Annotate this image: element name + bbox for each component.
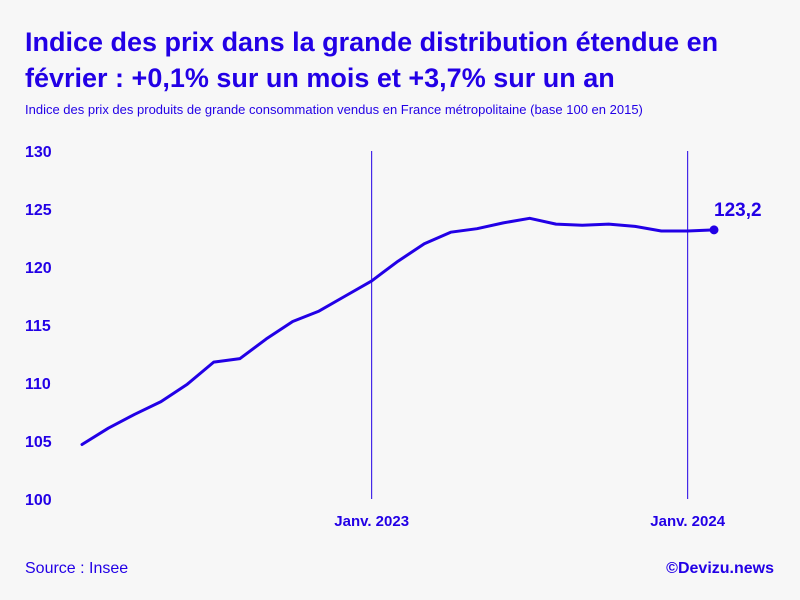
y-tick-label: 105 [25,434,52,451]
chart-title: Indice des prix dans la grande distribut… [25,27,719,93]
y-tick-label: 130 [25,144,52,161]
y-tick-label: 110 [25,376,51,393]
series-layer [80,216,719,446]
reference-lines: Janv. 2023 Janv. 2024 [334,151,726,530]
source-note: Source : Insee [25,560,129,577]
chart-subtitle: Indice des prix des produits de grande c… [25,102,643,117]
y-tick-label: 125 [25,202,52,219]
x-tick-label: Janv. 2024 [650,513,725,530]
credit-logo: ©Devizu.news [666,560,774,577]
y-tick-label: 100 [25,492,52,509]
x-tick-label: Janv. 2023 [334,513,409,530]
y-tick-label: 120 [25,260,52,277]
end-point-marker [709,225,719,235]
end-value-label: 123,2 [714,200,762,221]
data-labels: 123,2 [714,200,762,221]
y-tick-label: 115 [25,318,51,335]
series-line [80,216,716,446]
y-axis-ticks: 100 105 110 115 120 125 130 [25,144,52,509]
